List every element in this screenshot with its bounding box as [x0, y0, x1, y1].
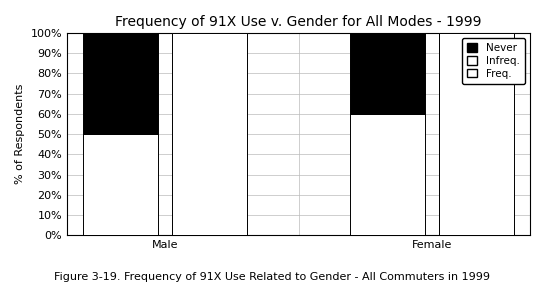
Bar	[439, 33, 514, 235]
Bar	[172, 33, 247, 235]
Bar	[439, 114, 514, 235]
Bar	[83, 33, 158, 134]
Bar	[350, 33, 426, 114]
Legend: Never, Infreq., Freq.: Never, Infreq., Freq.	[462, 38, 525, 84]
Bar	[83, 134, 158, 235]
Title: Frequency of 91X Use v. Gender for All Modes - 1999: Frequency of 91X Use v. Gender for All M…	[116, 15, 482, 29]
Text: Figure 3-19. Frequency of 91X Use Related to Gender - All Commuters in 1999: Figure 3-19. Frequency of 91X Use Relate…	[54, 272, 490, 282]
Bar	[172, 33, 247, 134]
Bar	[172, 134, 247, 235]
Y-axis label: % of Respondents: % of Respondents	[15, 84, 25, 184]
Bar	[439, 33, 514, 114]
Bar	[350, 114, 426, 235]
